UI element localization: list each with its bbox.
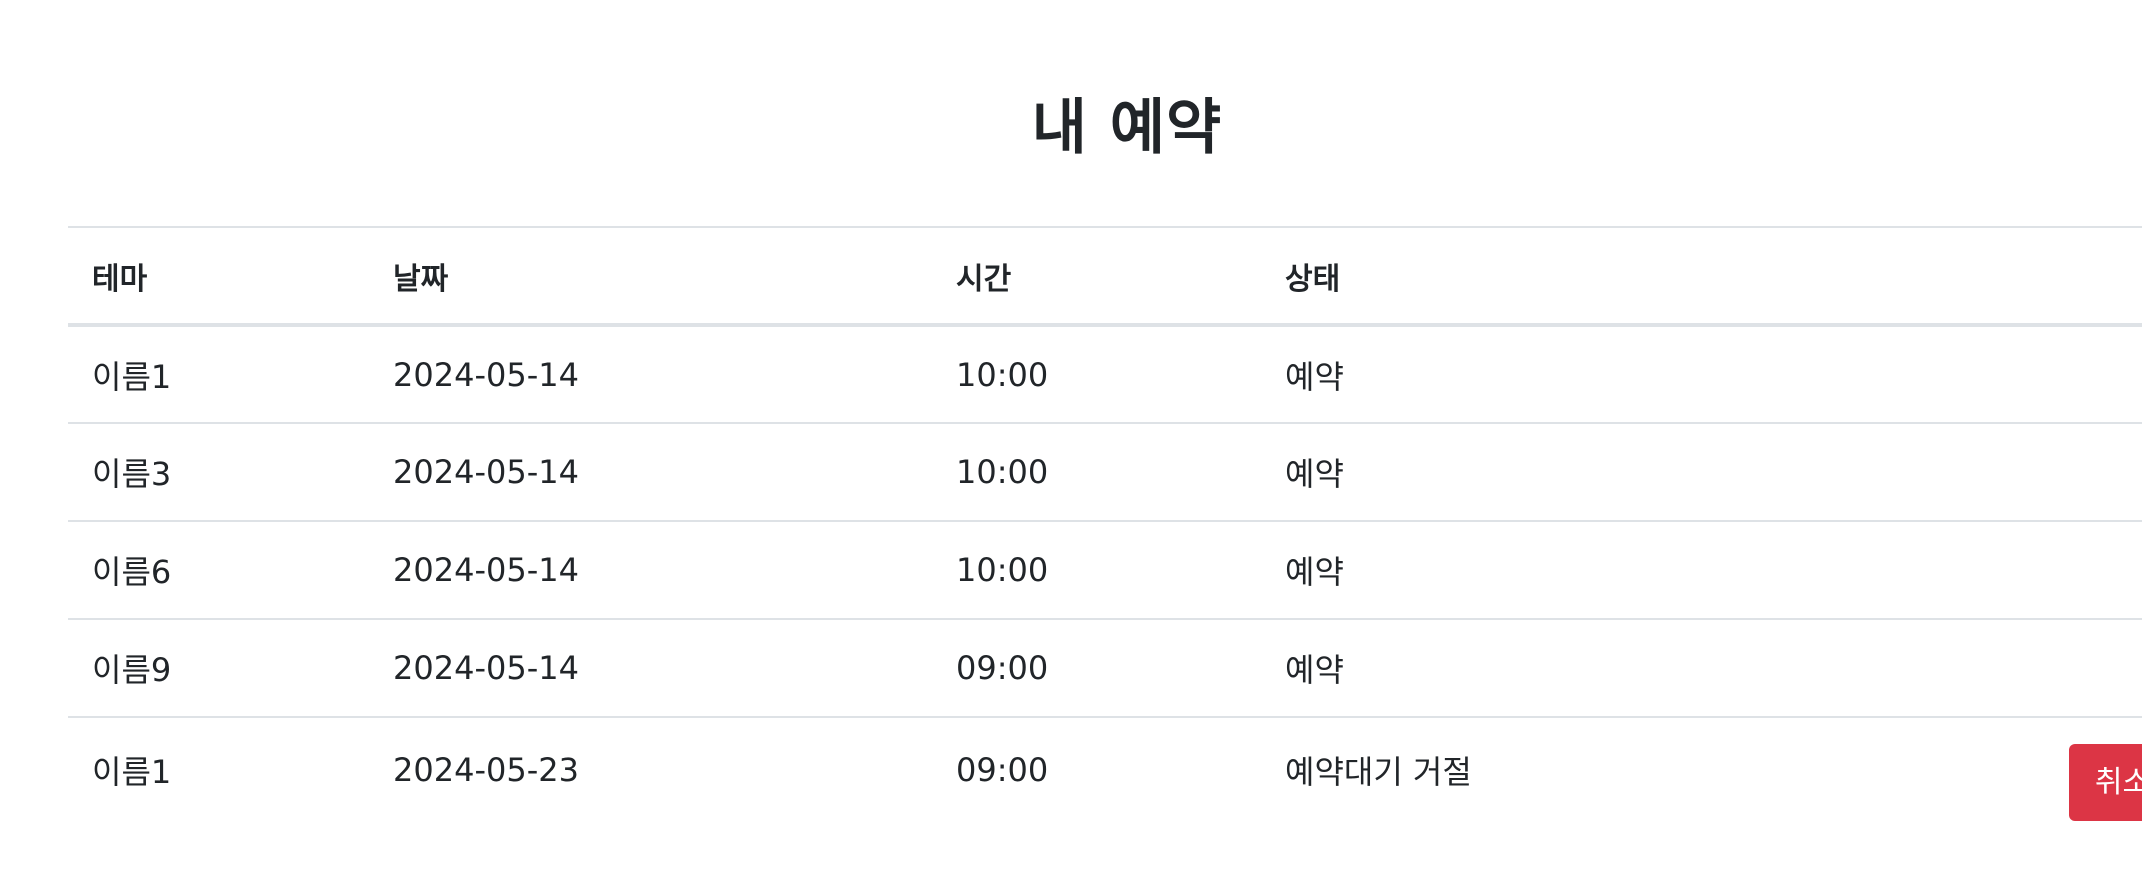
table-row: 이름9 2024-05-14 09:00 예약 — [68, 619, 2142, 717]
cancel-button[interactable]: 취소 — [2069, 744, 2142, 821]
cell-status: 예약대기 거절 — [1285, 752, 1472, 791]
cell-time: 09:00 — [956, 750, 1049, 789]
table-header-row: 테마 날짜 시간 상태 — [68, 227, 2142, 325]
column-header-action — [1804, 227, 2142, 325]
cell-status: 예약 — [1285, 455, 1344, 493]
column-header-date: 날짜 — [393, 261, 449, 297]
cell-theme: 이름6 — [92, 553, 172, 591]
cell-action — [1804, 619, 2142, 717]
cell-date: 2024-05-14 — [393, 355, 579, 394]
cell-theme: 이름9 — [92, 651, 172, 689]
cell-time: 10:00 — [956, 355, 1049, 394]
cell-theme: 이름3 — [92, 455, 172, 493]
cell-theme: 이름1 — [92, 752, 172, 791]
table-row: 이름1 2024-05-14 10:00 예약 — [68, 325, 2142, 423]
cell-time: 10:00 — [956, 453, 1049, 491]
table-header: 테마 날짜 시간 상태 — [68, 227, 2142, 325]
cell-time: 09:00 — [956, 649, 1049, 687]
cell-action — [1804, 325, 2142, 423]
reservations-table-container: 테마 날짜 시간 상태 이름1 2024-05-14 10:00 예약 이름3 … — [68, 226, 2142, 821]
page-title: 내 예약 — [1031, 93, 1223, 163]
table-row: 이름1 2024-05-23 09:00 예약대기 거절 취소 — [68, 717, 2142, 821]
table-body: 이름1 2024-05-14 10:00 예약 이름3 2024-05-14 1… — [68, 325, 2142, 821]
cell-date: 2024-05-23 — [393, 750, 579, 789]
cell-date: 2024-05-14 — [393, 453, 579, 491]
cell-action: 취소 — [1804, 717, 2142, 821]
cell-time: 10:00 — [956, 551, 1049, 589]
column-header-time: 시간 — [956, 261, 1012, 297]
cell-action — [1804, 423, 2142, 521]
cell-status: 예약 — [1285, 553, 1344, 591]
cell-date: 2024-05-14 — [393, 649, 579, 687]
cell-theme: 이름1 — [92, 357, 172, 396]
cell-status: 예약 — [1285, 651, 1344, 689]
cell-status: 예약 — [1285, 357, 1344, 396]
table-row: 이름3 2024-05-14 10:00 예약 — [68, 423, 2142, 521]
table-row: 이름6 2024-05-14 10:00 예약 — [68, 521, 2142, 619]
reservations-table: 테마 날짜 시간 상태 이름1 2024-05-14 10:00 예약 이름3 … — [68, 226, 2142, 821]
column-header-status: 상태 — [1285, 261, 1341, 297]
cell-action — [1804, 521, 2142, 619]
column-header-theme: 테마 — [92, 261, 148, 297]
cell-date: 2024-05-14 — [393, 551, 579, 589]
